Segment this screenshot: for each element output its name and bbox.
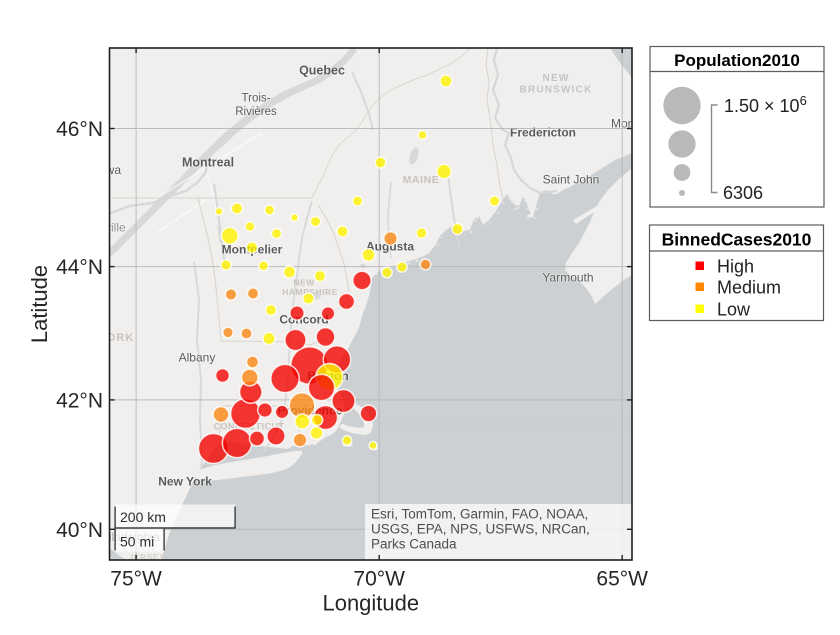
svg-text:BinnedCases2010: BinnedCases2010: [662, 230, 812, 250]
svg-text:High: High: [717, 257, 754, 277]
svg-text:40°N: 40°N: [56, 519, 103, 542]
svg-text:Trois-: Trois-: [242, 93, 271, 105]
svg-text:NEW YORK: NEW YORK: [66, 332, 134, 344]
svg-text:Quebec: Quebec: [299, 64, 345, 78]
svg-text:65°W: 65°W: [596, 568, 648, 591]
svg-text:Esri, TomTom, Garmin, FAO, NOA: Esri, TomTom, Garmin, FAO, NOAA,: [371, 507, 588, 522]
svg-text:Montreal: Montreal: [182, 156, 234, 170]
svg-text:Fredericton: Fredericton: [510, 126, 576, 140]
svg-text:Saint John: Saint John: [543, 173, 600, 187]
svg-text:HAMPSHIRE: HAMPSHIRE: [282, 287, 338, 297]
svg-text:6306: 6306: [723, 183, 763, 203]
svg-text:Longitude: Longitude: [322, 591, 419, 616]
svg-text:46°N: 46°N: [56, 118, 103, 141]
svg-text:Latitude: Latitude: [27, 265, 52, 343]
svg-text:NEW: NEW: [543, 73, 570, 84]
svg-text:Ottawa: Ottawa: [83, 163, 121, 177]
svg-text:50 mi: 50 mi: [120, 534, 154, 550]
svg-text:Albany: Albany: [179, 351, 216, 365]
svg-text:Rivières: Rivières: [235, 106, 277, 118]
svg-text:Medium: Medium: [717, 278, 781, 298]
svg-text:USGS, EPA, NPS, USFWS, NRCan,: USGS, EPA, NPS, USFWS, NRCan,: [371, 522, 590, 537]
svg-text:44°N: 44°N: [56, 256, 103, 279]
svg-text:42°N: 42°N: [56, 389, 103, 412]
svg-text:New York: New York: [158, 475, 212, 489]
svg-text:Population2010: Population2010: [674, 51, 800, 70]
svg-text:JERSEY: JERSEY: [129, 552, 166, 562]
svg-text:75°W: 75°W: [110, 568, 162, 591]
svg-text:Yarmouth: Yarmouth: [542, 271, 593, 285]
svg-text:Augusta: Augusta: [366, 240, 414, 254]
svg-text:MAINE: MAINE: [403, 174, 440, 186]
svg-text:Low: Low: [717, 300, 751, 320]
svg-text:Parks Canada: Parks Canada: [371, 537, 457, 552]
svg-text:200 km: 200 km: [120, 509, 166, 525]
svg-text:Moncton: Moncton: [611, 117, 657, 131]
svg-text:Brockville: Brockville: [74, 221, 126, 235]
svg-text:NEW: NEW: [293, 278, 315, 288]
svg-text:1.50 × 106: 1.50 × 106: [724, 93, 807, 116]
svg-text:70°W: 70°W: [353, 568, 405, 591]
svg-text:BRUNSWICK: BRUNSWICK: [519, 85, 592, 96]
